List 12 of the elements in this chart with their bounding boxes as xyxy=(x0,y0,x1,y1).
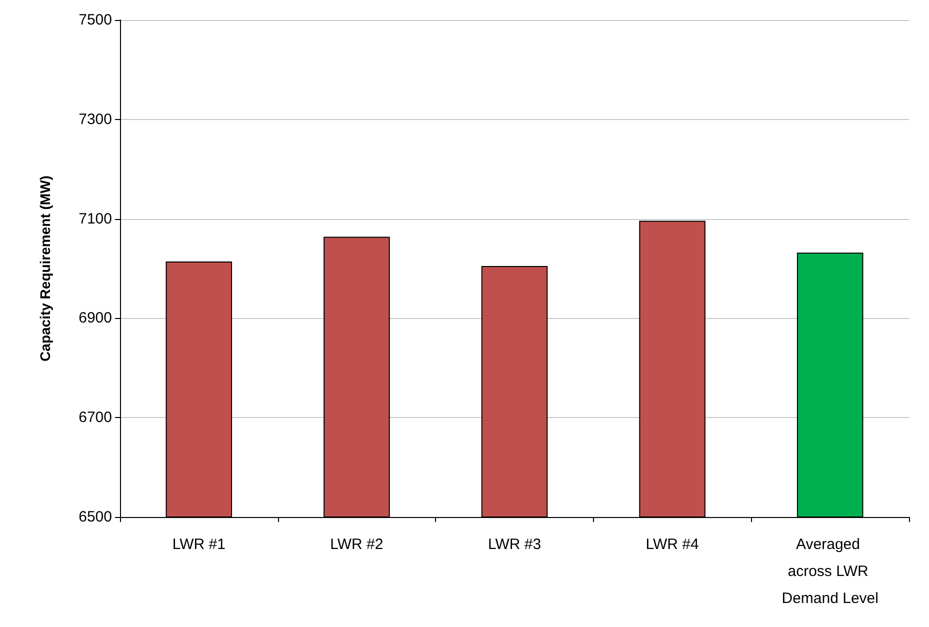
y-tick-label: 6500 xyxy=(78,508,112,526)
x-tick-label: LWR #1 xyxy=(172,536,226,553)
y-axis-title: Capacity Requirement (MW) xyxy=(37,176,53,362)
y-tick-label: 7100 xyxy=(78,210,112,228)
x-tick-label: LWR #2 xyxy=(330,536,384,553)
y-tick-label: 6900 xyxy=(78,310,112,327)
x-tick-label: Averaged across LWR Demand Level xyxy=(782,536,878,607)
y-tick-label: 7300 xyxy=(78,110,112,128)
y-tick-label: 7500 xyxy=(78,12,112,28)
x-tick-label: LWR #3 xyxy=(488,536,542,553)
x-tick-label: LWR #4 xyxy=(646,536,699,553)
y-tick-label: 6700 xyxy=(78,409,112,426)
